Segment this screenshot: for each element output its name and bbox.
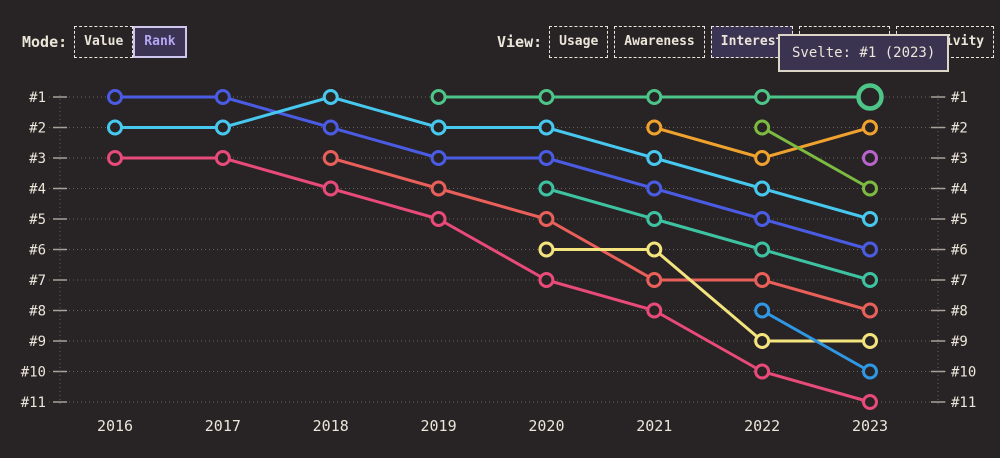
data-point-teal-series-2022[interactable] — [754, 241, 771, 258]
data-point-svelte-2021[interactable] — [646, 89, 663, 105]
rank-label-right-#4: #4 — [951, 182, 968, 198]
mode-option-value[interactable]: Value — [74, 26, 134, 58]
data-point-orange-series-2021[interactable] — [646, 119, 663, 136]
rank-label-right-#6: #6 — [951, 243, 968, 259]
rank-label-right-#10: #10 — [951, 365, 976, 381]
data-point-coral-series-2018[interactable] — [322, 150, 339, 166]
data-point-magenta-series-2022[interactable] — [754, 363, 771, 380]
x-label-2021: 2021 — [636, 417, 672, 435]
data-point-orange-series-2023[interactable] — [862, 119, 878, 136]
tooltip: Svelte: #1 (2023) — [778, 34, 950, 72]
data-point-teal-series-2023[interactable] — [862, 272, 878, 288]
data-point-sky-series-2022[interactable] — [754, 302, 771, 319]
data-point-coral-series-2020[interactable] — [538, 211, 555, 227]
data-point-svelte-2023[interactable] — [856, 83, 884, 111]
data-point-coral-series-2019[interactable] — [430, 180, 447, 197]
rank-label-left-#7: #7 — [29, 273, 46, 289]
data-point-violet-series-2023[interactable] — [862, 150, 878, 166]
data-point-magenta-series-2018[interactable] — [322, 180, 339, 197]
rank-label-left-#8: #8 — [29, 304, 46, 320]
data-point-teal-series-2020[interactable] — [538, 180, 555, 197]
mode-label: Mode: — [22, 33, 68, 51]
data-point-magenta-series-2023[interactable] — [862, 394, 878, 410]
data-point-yellow-series-2023[interactable] — [862, 333, 878, 349]
data-point-cyan-series-2023[interactable] — [862, 211, 878, 227]
data-point-yellow-series-2021[interactable] — [646, 241, 663, 258]
rank-label-right-#7: #7 — [951, 273, 968, 289]
series-line-magenta-series — [113, 156, 872, 404]
tooltip-text: Svelte: #1 (2023) — [792, 45, 936, 61]
rank-label-left-#11: #11 — [21, 395, 46, 411]
rank-label-right-#3: #3 — [951, 151, 968, 167]
rank-label-left-#4: #4 — [29, 182, 46, 198]
rank-label-left-#1: #1 — [29, 90, 46, 106]
data-point-indigo-series-2023[interactable] — [862, 241, 878, 258]
data-point-indigo-series-2019[interactable] — [430, 150, 447, 166]
series-line-teal-series — [544, 187, 872, 282]
series-line-indigo-series — [113, 95, 872, 251]
rank-label-right-#9: #9 — [951, 334, 968, 350]
rank-label-right-#1: #1 — [951, 90, 968, 106]
data-point-magenta-series-2021[interactable] — [646, 302, 663, 319]
data-point-coral-series-2021[interactable] — [646, 272, 663, 288]
view-option-usage[interactable]: Usage — [549, 26, 609, 58]
data-point-indigo-series-2017[interactable] — [214, 89, 231, 105]
data-point-cyan-series-2017[interactable] — [214, 119, 231, 136]
data-point-teal-series-2021[interactable] — [646, 211, 663, 227]
rank-label-right-#5: #5 — [951, 212, 968, 228]
data-point-cyan-series-2019[interactable] — [430, 119, 447, 136]
x-label-2016: 2016 — [97, 417, 133, 435]
data-point-yellow-series-2022[interactable] — [754, 333, 771, 349]
x-label-2019: 2019 — [421, 417, 457, 435]
data-point-yellow-series-2020[interactable] — [538, 241, 555, 258]
series-line-coral-series — [329, 156, 872, 312]
data-point-magenta-series-2020[interactable] — [538, 272, 555, 288]
rank-label-left-#9: #9 — [29, 334, 46, 350]
rank-label-left-#3: #3 — [29, 151, 46, 167]
series-line-sky-series — [760, 309, 872, 373]
data-point-svelte-2020[interactable] — [538, 89, 555, 105]
data-point-indigo-series-2021[interactable] — [646, 180, 663, 197]
rank-label-right-#2: #2 — [951, 121, 968, 137]
view-option-awareness[interactable]: Awareness — [614, 26, 705, 58]
series-line-cyan-series — [113, 95, 872, 221]
data-point-cyan-series-2021[interactable] — [646, 150, 663, 166]
data-point-coral-series-2023[interactable] — [862, 302, 878, 319]
data-point-indigo-series-2018[interactable] — [322, 119, 339, 136]
data-point-cyan-series-2022[interactable] — [754, 180, 771, 197]
data-point-magenta-series-2016[interactable] — [107, 150, 123, 166]
x-label-2020: 2020 — [528, 417, 564, 435]
data-point-indigo-series-2016[interactable] — [107, 89, 123, 105]
data-point-lime-series-2023[interactable] — [862, 180, 878, 197]
rank-label-left-#2: #2 — [29, 121, 46, 137]
data-point-coral-series-2022[interactable] — [754, 272, 771, 288]
data-point-svelte-2019[interactable] — [430, 89, 447, 105]
mode-option-rank[interactable]: Rank — [133, 26, 187, 58]
data-point-indigo-series-2022[interactable] — [754, 211, 771, 227]
data-point-svelte-2022[interactable] — [754, 89, 771, 105]
rank-label-right-#11: #11 — [951, 395, 976, 411]
data-point-indigo-series-2020[interactable] — [538, 150, 555, 166]
x-label-2023: 2023 — [852, 417, 888, 435]
data-point-lime-series-2022[interactable] — [754, 119, 771, 136]
series-line-lime-series — [760, 126, 872, 190]
data-point-cyan-series-2016[interactable] — [107, 119, 123, 136]
x-label-2017: 2017 — [205, 417, 241, 435]
data-point-orange-series-2022[interactable] — [754, 150, 771, 166]
mode-control-group: Mode: Value Rank — [22, 26, 187, 58]
data-point-magenta-series-2017[interactable] — [214, 150, 231, 166]
x-label-2022: 2022 — [744, 417, 780, 435]
data-point-magenta-series-2019[interactable] — [430, 211, 447, 227]
rank-label-left-#5: #5 — [29, 212, 46, 228]
data-point-cyan-series-2020[interactable] — [538, 119, 555, 136]
rank-label-right-#8: #8 — [951, 304, 968, 320]
data-point-cyan-series-2018[interactable] — [322, 89, 339, 105]
rank-label-left-#10: #10 — [21, 365, 46, 381]
x-label-2018: 2018 — [313, 417, 349, 435]
rank-label-left-#6: #6 — [29, 243, 46, 259]
data-point-sky-series-2023[interactable] — [862, 363, 878, 380]
view-label: View: — [497, 33, 543, 51]
